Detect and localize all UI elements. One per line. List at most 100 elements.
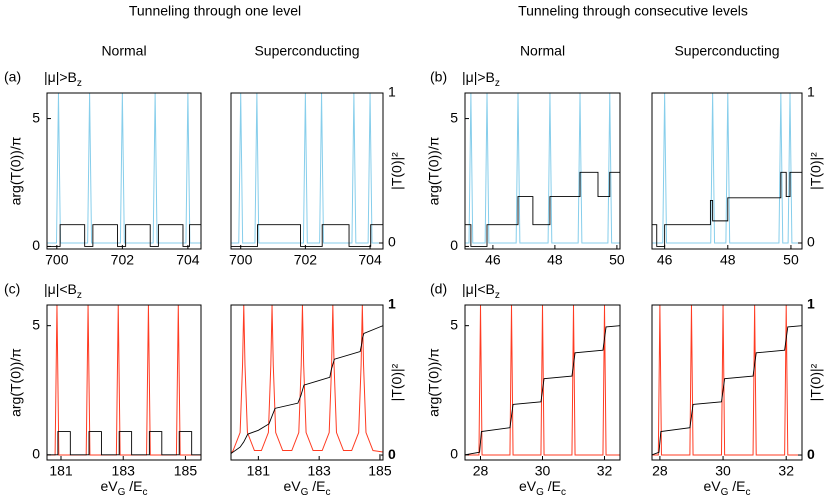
phase-line [652,325,802,456]
phase-line [465,171,620,247]
y2-tick-label: 0 [388,234,396,250]
x-axis-label-part: eV [519,478,537,494]
y2-axis-label: |T(0)|² [808,152,824,190]
y2-tick-label: 1 [388,84,396,100]
plot-frame [46,92,202,250]
panel-label: (a) [4,69,21,85]
group-title: Tunneling through consecutive levels [518,3,748,19]
transmission-line [465,93,620,244]
x-axis-label-part: eV [283,478,301,494]
x-axis-label: eVG /Ec [703,478,750,498]
y-tick-label: 5 [32,316,40,332]
panel-title: Normal [101,43,146,59]
x-tick-label: 30 [715,463,731,479]
x-tick-label: 702 [111,252,135,268]
annotation-part: z [77,78,82,89]
phase-line [47,431,201,456]
x-axis-label-part: G [118,487,126,498]
annotation-part: z [495,290,500,301]
x-tick-label: 50 [609,252,625,268]
x-tick-label: 48 [547,252,563,268]
x-axis-label-part: eV [703,478,721,494]
panel-label: (d) [430,281,447,297]
x-tick-label: 185 [368,463,392,479]
x-tick-label: 50 [783,252,799,268]
y2-axis-label: |T(0)|² [808,363,824,401]
y-tick-label: 5 [32,109,40,125]
x-tick-label: 183 [307,463,331,479]
annotation-part: z [77,290,82,301]
annotation: |μ|>Bz [44,69,82,89]
annotation-part: |μ|<B [44,281,77,297]
panel-title: Superconducting [674,43,779,59]
x-tick-label: 46 [485,252,501,268]
transmission-line [652,305,802,456]
y2-tick-label: 0 [807,446,815,462]
x-axis-label: eVG /Ec [519,478,566,498]
y-tick-label: 0 [32,237,40,253]
plot-frame [230,92,384,250]
panel-title: Superconducting [254,43,359,59]
y2-axis-label: |T(0)|² [389,152,405,190]
y-tick-label: 5 [450,316,458,332]
y-axis-label: arg(T(0))/π [426,136,442,205]
transmission-line [465,305,620,456]
plot-frame [651,92,803,250]
x-axis-label-part: eV [100,478,118,494]
y-tick-label: 0 [32,446,40,462]
x-tick-label: 48 [720,252,736,268]
x-tick-label: 28 [473,463,489,479]
transmission-line [652,93,802,244]
x-axis-label: eVG /Ec [283,478,330,498]
x-axis-label-part: c [143,487,148,498]
x-tick-label: 28 [652,463,668,479]
phase-line [652,171,802,247]
y2-tick-label: 1 [388,296,396,312]
x-tick-label: 181 [49,463,73,479]
y2-tick-label: 1 [807,296,815,312]
group-title: Tunneling through one level [129,3,301,19]
x-tick-label: 704 [176,252,200,268]
x-axis-label-part: c [746,487,751,498]
x-tick-label: 46 [657,252,673,268]
annotation: |μ|<Bz [44,281,82,301]
x-axis-label-part: G [721,487,729,498]
annotation-part: z [495,78,500,89]
annotation-part: |μ|>B [462,69,495,85]
x-tick-label: 185 [174,463,198,479]
x-tick-label: 704 [358,252,382,268]
x-tick-label: 702 [294,252,318,268]
x-axis-label-part: G [301,487,309,498]
annotation-part: |μ|<B [462,281,495,297]
y-axis-label: arg(T(0))/π [426,348,442,417]
plot-frame [651,304,803,461]
y-tick-label: 5 [450,109,458,125]
x-axis-label-part: /E [544,478,561,494]
phase-line [465,325,620,456]
y2-axis-label: |T(0)|² [389,363,405,401]
annotation-part: |μ|>B [44,69,77,85]
plot-frame [46,304,202,461]
panel-label: (b) [430,69,447,85]
x-tick-label: 32 [778,463,794,479]
x-tick-label: 30 [535,463,551,479]
phase-line [231,224,383,247]
x-axis-label-part: c [326,487,331,498]
transmission-line [47,305,201,456]
x-tick-label: 700 [229,252,253,268]
x-tick-label: 700 [45,252,69,268]
transmission-line [47,93,201,244]
panel-label: (c) [4,281,20,297]
x-axis-label-part: /E [728,478,745,494]
phase-line [231,325,383,454]
y2-tick-label: 1 [807,84,815,100]
x-tick-label: 32 [597,463,613,479]
x-tick-label: 181 [247,463,271,479]
panel-title: Normal [520,43,565,59]
annotation: |μ|<Bz [462,281,500,301]
plot-frame [464,92,621,250]
y-tick-label: 0 [450,237,458,253]
transmission-line [231,93,383,244]
